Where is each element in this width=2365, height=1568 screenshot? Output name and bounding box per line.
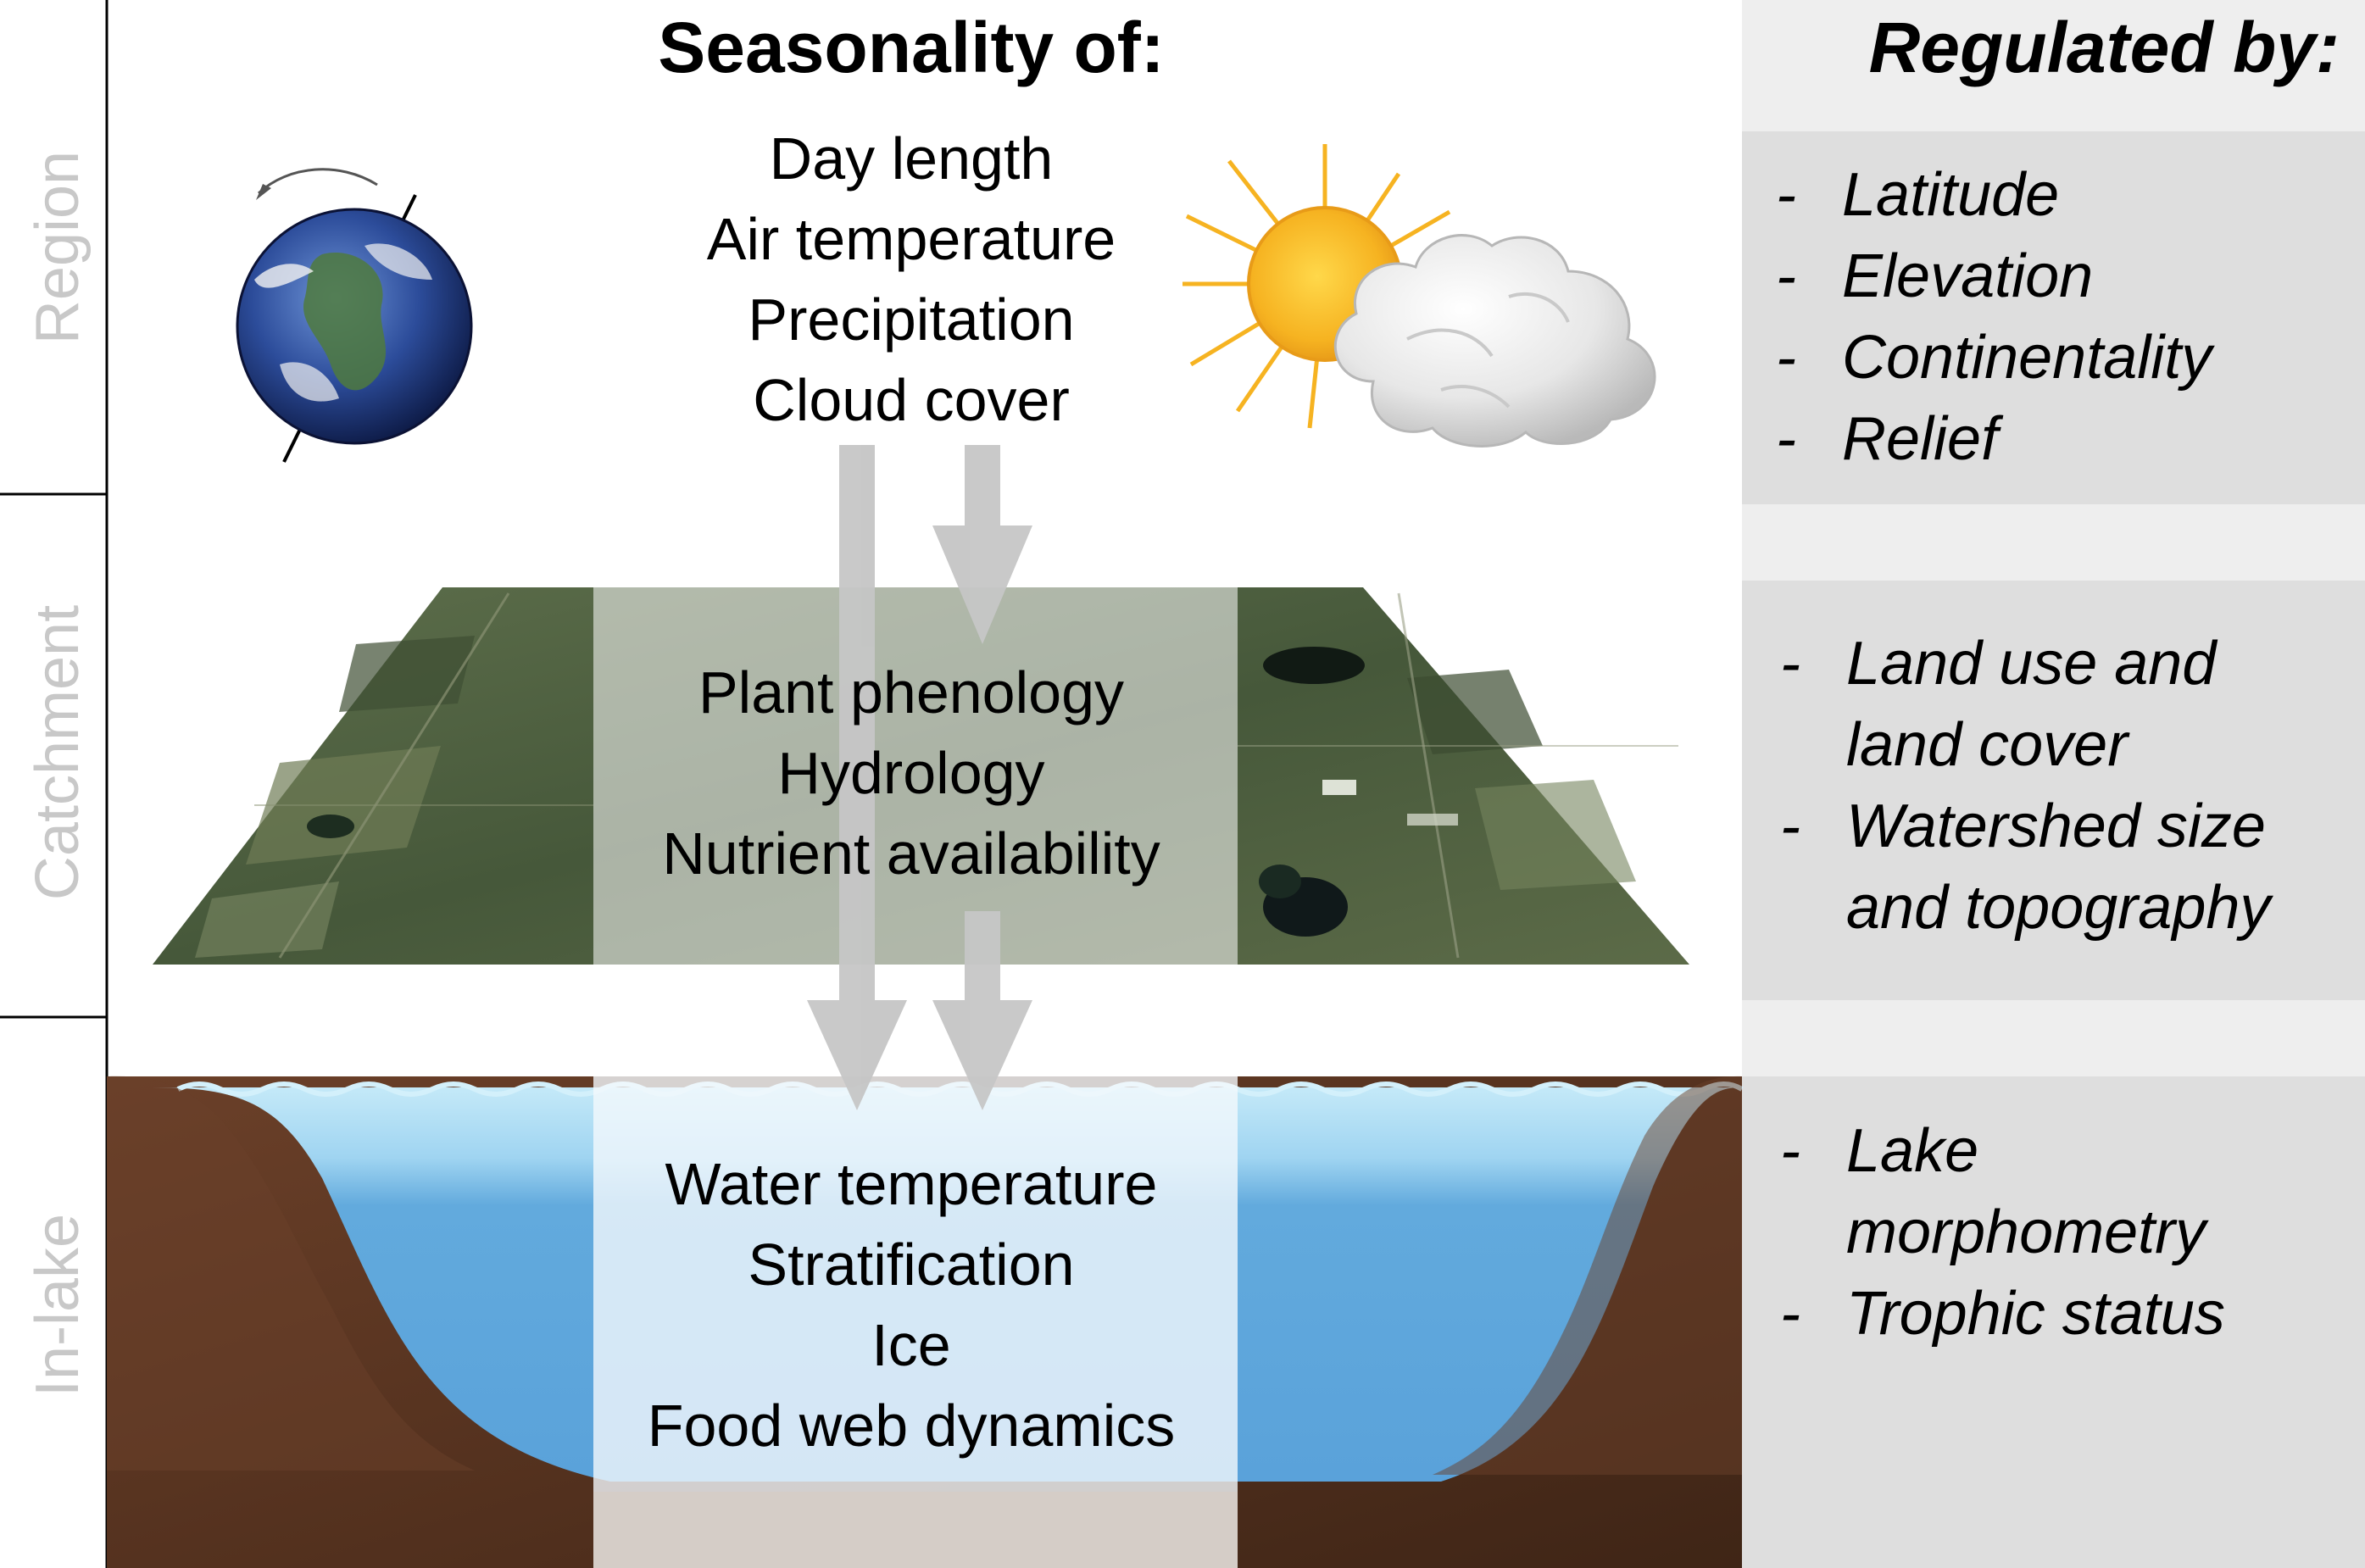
catchment-regulated-list: - Land use and land cover - Watershed size… — [1780, 623, 2270, 948]
cloud-icon — [1333, 234, 1656, 448]
regulated-item: - Elevation — [1776, 242, 2094, 310]
inlake-seasonality-item: Ice — [871, 1312, 951, 1378]
center-highlight-water — [593, 1076, 1238, 1492]
region-seasonality-item: Precipitation — [748, 286, 1075, 353]
catchment-seasonality-list: Plant phenology Hydrology Nutrient avail… — [487, 653, 1335, 894]
inlake-regulated-list: - Lake morphometry - Trophic status — [1780, 1110, 2225, 1354]
inlake-seasonality-list: Water temperature Stratification Ice Foo… — [487, 1144, 1335, 1466]
downward-arrow-icon — [932, 445, 1032, 644]
region-seasonality-item: Cloud cover — [753, 367, 1070, 433]
downward-arrow-icon — [932, 911, 1032, 1110]
regulated-item: - Trophic status — [1780, 1280, 2225, 1348]
inlake-seasonality-item: Stratification — [748, 1232, 1075, 1298]
row-label-in-lake: In-lake — [24, 1213, 92, 1398]
inlake-seasonality-item: Food web dynamics — [647, 1393, 1176, 1459]
regulated-item: - Relief — [1776, 405, 1999, 473]
region-seasonality-item: Air temperature — [706, 206, 1116, 272]
row-label-region: Region — [24, 150, 92, 345]
downward-arrows — [807, 445, 1032, 1110]
regulated-item-continued: and topography — [1846, 874, 2271, 942]
regulated-panels — [1742, 0, 2365, 1568]
regulated-item: - Watershed size — [1780, 792, 2266, 860]
regulated-item: - Continentality — [1776, 324, 2212, 392]
catchment-seasonality-item: Nutrient availability — [662, 820, 1160, 887]
row-label-catchment: Catchment — [24, 604, 92, 901]
rotation-arrow-icon — [257, 168, 378, 195]
regulated-item-continued: land cover — [1846, 711, 2128, 779]
regulated-item-continued: morphometry — [1846, 1198, 2206, 1266]
regulated-item: - Land use and — [1780, 630, 2217, 698]
region-seasonality-list: Day length Air temperature Precipitation… — [487, 119, 1335, 441]
inlake-seasonality-item: Water temperature — [665, 1151, 1158, 1217]
center-highlight-bottom — [593, 1492, 1238, 1568]
region-regulated-list: - Latitude - Elevation - Continentality - Re… — [1776, 154, 2212, 480]
downward-arrow-icon — [807, 445, 907, 1110]
regulated-item: - Latitude — [1776, 161, 2060, 229]
regulated-item: - Lake — [1780, 1117, 1979, 1185]
seasonality-header: Seasonality of: — [658, 8, 1165, 87]
catchment-seasonality-item: Hydrology — [777, 740, 1045, 806]
earth-globe-icon — [236, 168, 473, 463]
catchment-seasonality-item: Plant phenology — [698, 659, 1125, 726]
region-seasonality-item: Day length — [769, 125, 1054, 192]
regulated-header: Regulated by: — [1868, 8, 2340, 87]
